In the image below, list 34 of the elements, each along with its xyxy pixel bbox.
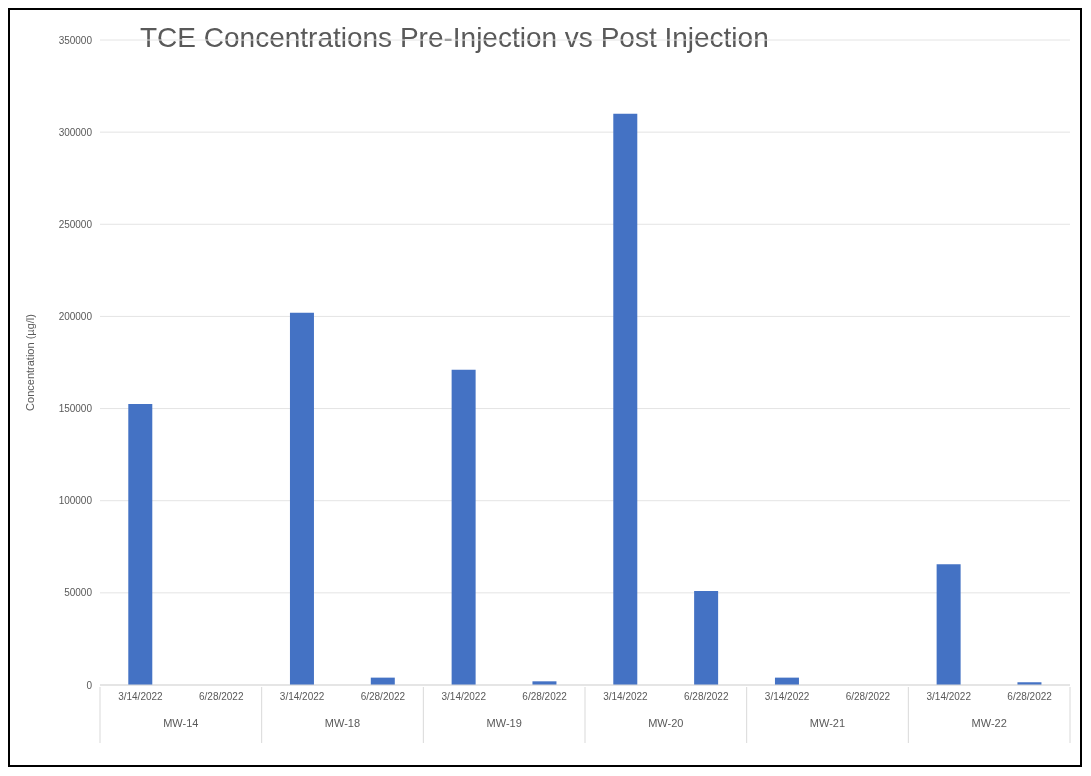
y-tick-label: 50000: [64, 587, 93, 599]
x-tick-label: 6/28/2022: [199, 691, 244, 703]
x-tick-label: 3/14/2022: [603, 691, 649, 703]
y-tick-label: 0: [86, 679, 93, 691]
text: MW-19: [485, 717, 523, 729]
y-tick-label: 300000: [58, 126, 93, 138]
bar: [936, 564, 961, 685]
bar: [694, 591, 719, 685]
bar: [613, 113, 638, 685]
text: MW-18: [323, 717, 362, 729]
x-tick-label: 3/14/2022: [279, 691, 325, 703]
x-tick-label: 3/14/2022: [118, 691, 164, 703]
x-tick-label: 6/28/2022: [360, 691, 406, 703]
y-tick-label: 250000: [58, 218, 93, 230]
y-axis-title: Concentration (µg/l): [23, 314, 36, 411]
y-tick-label: 350000: [58, 34, 93, 46]
chart-title: TCE Concentrations Pre-Injection vs Post Injection: [140, 22, 769, 54]
x-tick-label: 3/14/2022: [764, 691, 810, 703]
x-tick-label: 3/14/2022: [926, 691, 972, 703]
bar: [451, 369, 476, 685]
text: MW-14: [162, 717, 200, 729]
x-tick-label: 6/28/2022: [684, 691, 729, 703]
x-tick-label: 6/28/2022: [1007, 691, 1053, 703]
text: MW-21: [808, 717, 847, 729]
x-tick-label: 3/14/2022: [441, 691, 487, 703]
x-tick-label: 6/28/2022: [845, 691, 891, 703]
text: MW-20: [647, 717, 685, 729]
bar: [128, 403, 153, 685]
y-tick-label: 150000: [58, 403, 93, 415]
x-tick-label: 6/28/2022: [522, 691, 568, 703]
bar: [289, 312, 314, 685]
y-tick-label: 100000: [58, 495, 93, 507]
text: MW-22: [970, 717, 1008, 729]
y-tick-label: 200000: [58, 310, 93, 322]
